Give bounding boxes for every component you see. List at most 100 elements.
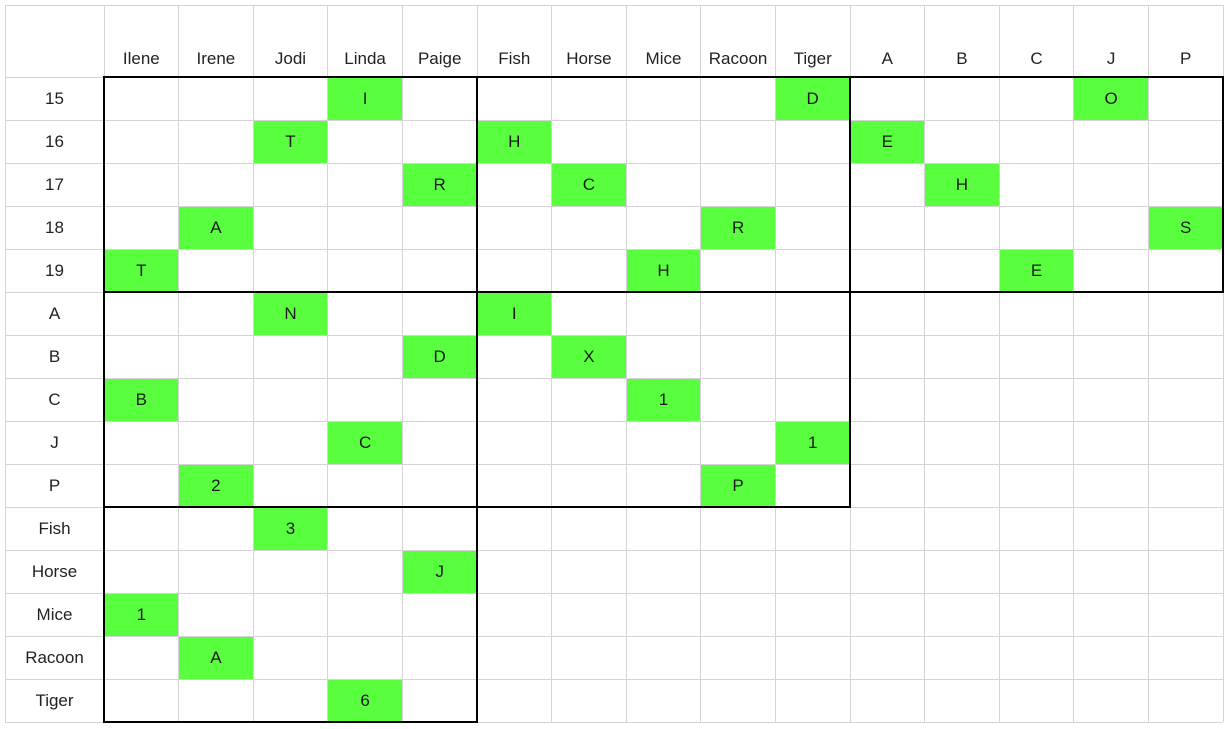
grid-cell-p-racoon[interactable]: P <box>701 464 775 507</box>
block-border <box>476 291 851 293</box>
grid-line-vertical <box>327 5 329 722</box>
grid-line-vertical <box>401 5 403 722</box>
grid-cell-b-paige[interactable]: D <box>402 335 477 378</box>
grid-line-vertical <box>1222 5 1224 722</box>
row-header-c[interactable]: C <box>48 389 61 409</box>
grid-cell-j-tiger[interactable]: 1 <box>775 421 850 464</box>
block-border <box>103 291 105 508</box>
grid-line-vertical <box>1073 5 1075 722</box>
grid-cell-a-fish[interactable]: I <box>477 292 552 335</box>
column-header-tiger[interactable]: Tiger <box>793 49 832 68</box>
grid-cell-a-jodi[interactable]: N <box>253 292 328 335</box>
grid-cell-18-racoon[interactable]: R <box>701 206 775 249</box>
grid-cell-18-p[interactable]: S <box>1148 206 1223 249</box>
block-border <box>103 76 105 293</box>
row-header-tiger[interactable]: Tiger <box>35 690 74 710</box>
block-border <box>476 76 478 293</box>
block-border <box>103 506 478 508</box>
block-border <box>476 76 851 78</box>
grid-cell-16-fish[interactable]: H <box>477 120 552 163</box>
grid-line-vertical <box>625 5 627 722</box>
grid-cell-16-a[interactable]: E <box>850 120 925 163</box>
grid-cell-19-ilene[interactable]: T <box>104 249 179 292</box>
grid-line-horizontal <box>5 248 1223 250</box>
column-header-p[interactable]: P <box>1180 49 1192 68</box>
grid-cell-mice-ilene[interactable]: 1 <box>104 593 179 636</box>
grid-cell-j-linda[interactable]: C <box>328 421 402 464</box>
grid-cell-17-b[interactable]: H <box>925 163 999 206</box>
column-header-racoon[interactable]: Racoon <box>708 49 768 68</box>
block-border <box>103 721 478 723</box>
grid-cell-c-ilene[interactable]: B <box>104 378 179 421</box>
grid-line-horizontal <box>5 721 1223 723</box>
grid-line-horizontal <box>5 4 1223 6</box>
grid-cell-fish-jodi[interactable]: 3 <box>253 507 328 550</box>
row-header-horse[interactable]: Horse <box>31 561 78 581</box>
column-header-horse[interactable]: Horse <box>566 49 612 68</box>
column-header-linda[interactable]: Linda <box>344 49 386 68</box>
row-header-19[interactable]: 19 <box>45 260 64 280</box>
block-border <box>476 506 478 723</box>
grid-cell-15-tiger[interactable]: D <box>775 77 850 120</box>
grid-line-vertical <box>700 5 702 722</box>
grid-cell-horse-paige[interactable]: J <box>402 550 477 593</box>
row-header-mice[interactable]: Mice <box>36 604 73 624</box>
grid-cell-16-jodi[interactable]: T <box>253 120 328 163</box>
grid-cell-15-linda[interactable]: I <box>328 77 402 120</box>
block-border <box>476 506 851 508</box>
column-header-irene[interactable]: Irene <box>196 49 236 68</box>
row-header-15[interactable]: 15 <box>45 88 64 108</box>
grid-line-horizontal <box>5 592 1223 594</box>
grid-line-horizontal <box>5 678 1223 680</box>
grid-cell-19-c[interactable]: E <box>999 249 1074 292</box>
grid-cell-17-paige[interactable]: R <box>402 163 477 206</box>
grid-line-horizontal <box>5 119 1223 121</box>
column-header-fish[interactable]: Fish <box>498 49 531 68</box>
grid-line-vertical <box>924 5 926 722</box>
block-border <box>103 506 105 723</box>
grid-cell-17-horse[interactable]: C <box>552 163 626 206</box>
grid-cell-c-mice[interactable]: 1 <box>626 378 701 421</box>
grid-line-horizontal <box>5 463 1223 465</box>
block-border <box>849 76 851 293</box>
column-header-b[interactable]: B <box>956 49 968 68</box>
grid-cell-15-j[interactable]: O <box>1074 77 1148 120</box>
column-header-paige[interactable]: Paige <box>417 49 462 68</box>
row-header-18[interactable]: 18 <box>45 217 64 237</box>
grid-line-vertical <box>1147 5 1149 722</box>
row-header-p[interactable]: P <box>48 475 61 495</box>
column-header-a[interactable]: A <box>881 49 893 68</box>
column-header-j[interactable]: J <box>1106 49 1116 68</box>
block-border <box>849 76 1224 78</box>
row-header-racoon[interactable]: Racoon <box>25 647 84 667</box>
grid-line-horizontal <box>5 162 1223 164</box>
column-header-mice[interactable]: Mice <box>645 49 682 68</box>
grid-cell-tiger-linda[interactable]: 6 <box>328 679 402 722</box>
grid-cell-18-irene[interactable]: A <box>179 206 253 249</box>
row-header-b[interactable]: B <box>48 346 61 366</box>
row-header-16[interactable]: 16 <box>45 131 64 151</box>
grid-line-vertical <box>774 5 776 722</box>
grid-line-vertical <box>4 5 6 722</box>
grid-cell-racoon-irene[interactable]: A <box>179 636 253 679</box>
block-border <box>103 76 478 78</box>
grid-line-vertical <box>252 5 254 722</box>
grid-cell-b-horse[interactable]: X <box>552 335 626 378</box>
grid-cell-19-mice[interactable]: H <box>626 249 701 292</box>
grid-line-horizontal <box>5 334 1223 336</box>
block-border <box>1222 76 1224 293</box>
grid-line-horizontal <box>5 377 1223 379</box>
column-header-ilene[interactable]: Ilene <box>122 49 160 68</box>
row-header-17[interactable]: 17 <box>45 174 64 194</box>
grid-cell-p-irene[interactable]: 2 <box>179 464 253 507</box>
grid-line-vertical <box>178 5 180 722</box>
grid-line-horizontal <box>5 420 1223 422</box>
row-header-fish[interactable]: Fish <box>38 518 71 538</box>
column-header-c[interactable]: C <box>1030 49 1043 68</box>
grid-line-vertical <box>998 5 1000 722</box>
row-header-a[interactable]: A <box>48 303 61 323</box>
column-header-jodi[interactable]: Jodi <box>274 49 307 68</box>
row-header-j[interactable]: J <box>50 432 59 452</box>
grid-line-vertical <box>551 5 553 722</box>
